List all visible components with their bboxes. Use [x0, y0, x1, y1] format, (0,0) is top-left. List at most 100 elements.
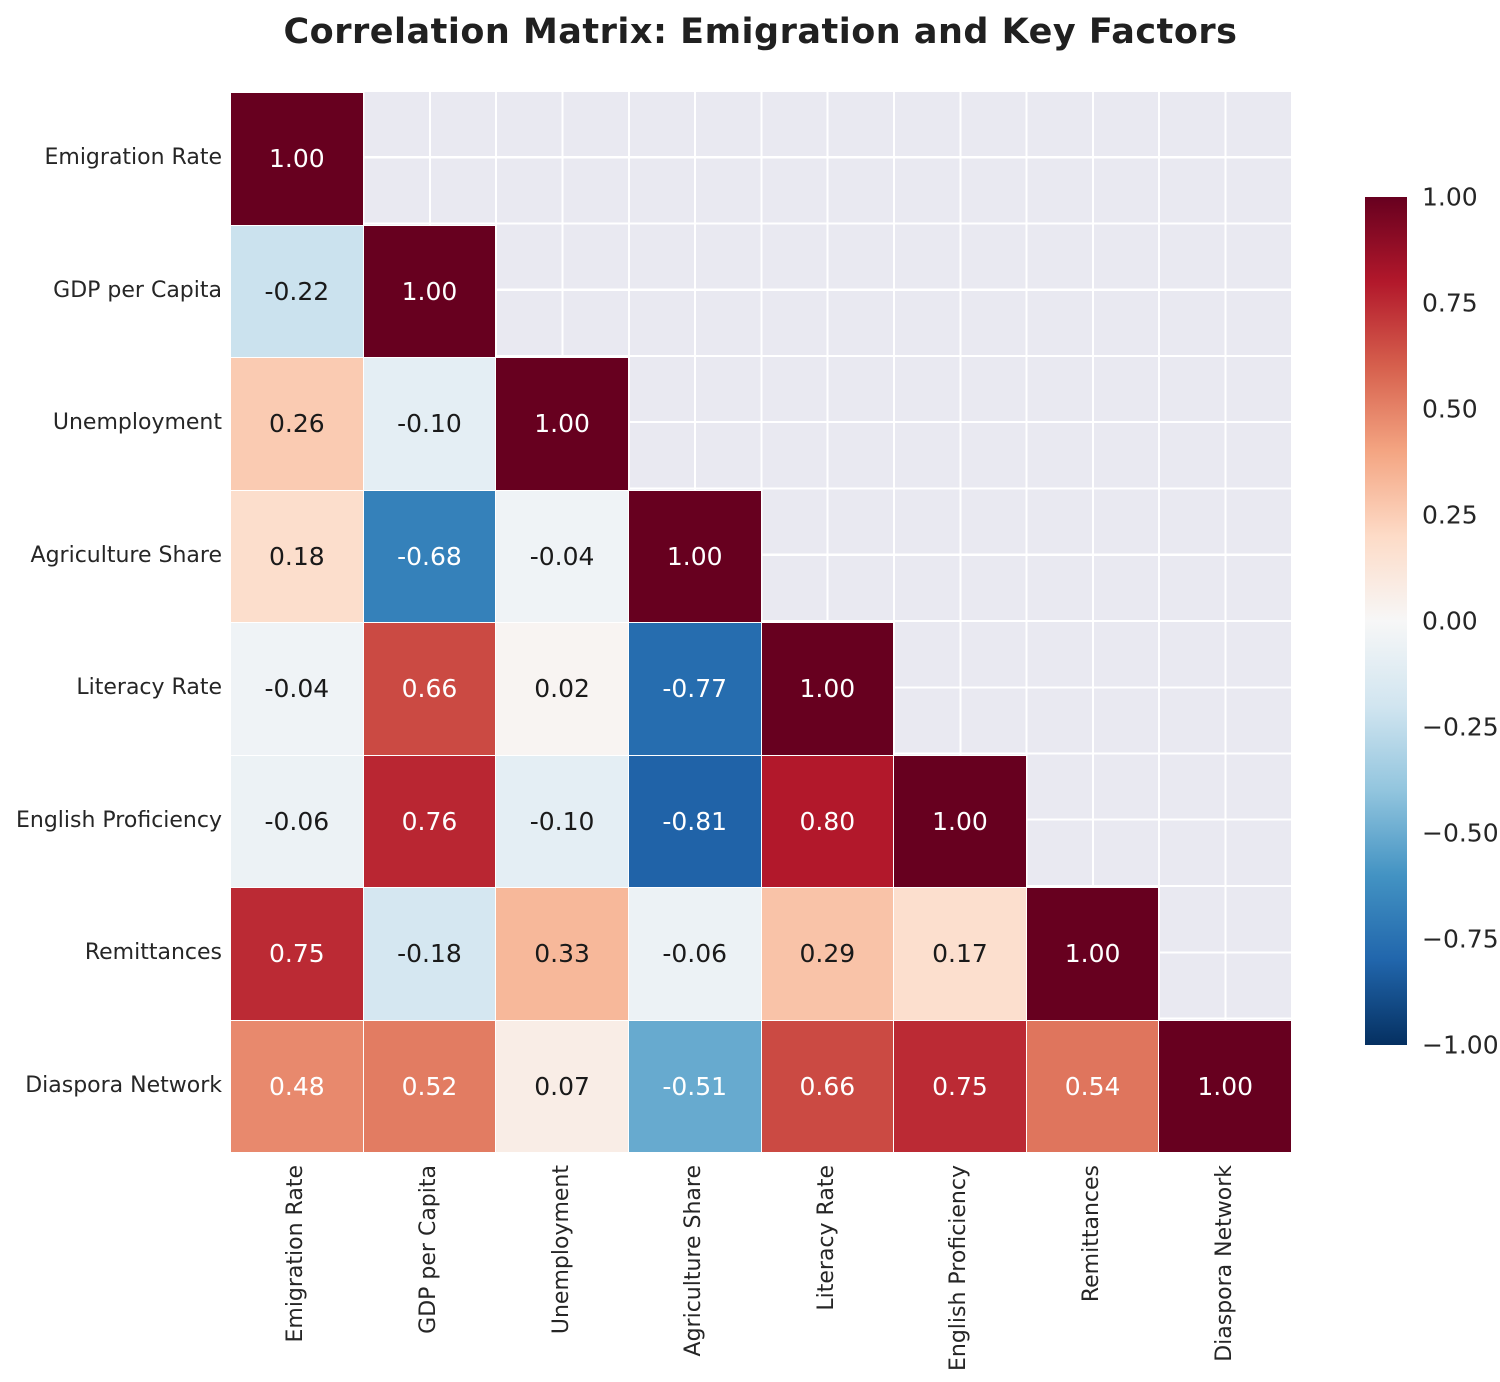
- cell-value: 0.80: [799, 806, 856, 836]
- matrix-cell: -0.77: [627, 622, 762, 756]
- cell-value: -0.04: [529, 541, 595, 571]
- cell-value: 1.00: [1197, 1071, 1254, 1101]
- matrix-cell: 0.33: [495, 887, 629, 1021]
- matrix-cell: 0.18: [230, 489, 364, 623]
- matrix-cell: -0.06: [230, 754, 364, 888]
- matrix-cell: 0.76: [362, 754, 497, 888]
- y-axis-label: Unemployment: [52, 410, 222, 436]
- cell-value: -0.18: [397, 939, 462, 969]
- cell-value: 1.00: [401, 276, 458, 306]
- y-axis-label: Remittances: [84, 940, 222, 966]
- matrix-cell: -0.10: [495, 754, 629, 888]
- y-axis-label: Diaspora Network: [25, 1072, 222, 1098]
- colorbar-tick-label: 0.00: [1422, 606, 1478, 636]
- matrix-cell: 0.66: [760, 1019, 895, 1153]
- matrix-cell: 0.29: [760, 887, 895, 1021]
- matrix-cell: 0.02: [495, 622, 629, 756]
- colorbar-tick-label: 1.00: [1422, 182, 1478, 212]
- cell-value: 1.00: [932, 806, 988, 836]
- matrix-cell: -0.22: [230, 224, 364, 358]
- y-axis-label: English Proficiency: [16, 807, 222, 833]
- matrix-cell: 1.00: [1025, 887, 1160, 1021]
- y-axis-label: GDP per Capita: [53, 277, 222, 303]
- matrix-cell: -0.06: [627, 887, 762, 1021]
- cell-value: -0.10: [529, 806, 595, 836]
- cell-value: 0.48: [268, 1071, 325, 1101]
- cell-value: -0.77: [662, 674, 728, 704]
- cell-value: 0.75: [268, 939, 325, 969]
- cell-value: 0.29: [799, 939, 856, 969]
- cell-value: 0.66: [401, 674, 458, 704]
- x-axis-label: Emigration Rate: [283, 1165, 309, 1343]
- cell-value: -0.51: [662, 1071, 728, 1101]
- matrix-cell: -0.81: [627, 754, 762, 888]
- matrix-cell: 1.00: [1158, 1019, 1292, 1153]
- cell-value: 0.07: [534, 1071, 590, 1101]
- cell-value: 0.54: [1064, 1071, 1121, 1101]
- matrix-cell: 1.00: [893, 754, 1027, 888]
- x-axis-label: Unemployment: [548, 1165, 574, 1335]
- heatmap-panel: 1.00 -0.22 1.00 0.26 -0.10 1.00 0.18 -0.68 -0.04…: [230, 92, 1292, 1153]
- matrix-cell: 0.80: [760, 754, 895, 888]
- x-axis-label: GDP per Capita: [415, 1165, 441, 1334]
- y-axis-label: Emigration Rate: [44, 145, 222, 171]
- matrix-cell: 0.75: [230, 887, 364, 1021]
- colorbar-tick-label: −0.50: [1422, 818, 1499, 848]
- cell-value: 1.00: [799, 674, 856, 704]
- cell-value: 0.33: [534, 939, 590, 969]
- matrix-cell: -0.04: [230, 622, 364, 756]
- cell-value: -0.81: [662, 806, 728, 836]
- cell-value: 1.00: [1064, 939, 1121, 969]
- matrix-cell: 1.00: [760, 622, 895, 756]
- cell-value: 0.17: [932, 939, 988, 969]
- x-axis-label: English Proficiency: [946, 1165, 972, 1371]
- matrix-cell: 0.52: [362, 1019, 497, 1153]
- x-axis-label: Remittances: [1079, 1165, 1105, 1303]
- matrix-cell: 0.66: [362, 622, 497, 756]
- cell-value: 0.18: [268, 541, 325, 571]
- matrix-cell: 0.75: [893, 1019, 1027, 1153]
- y-axis-label: Literacy Rate: [76, 675, 222, 701]
- cell-value: 0.66: [799, 1071, 856, 1101]
- matrix-cell: -0.18: [362, 887, 497, 1021]
- matrix-cell: 1.00: [230, 92, 364, 226]
- matrix-cell: 0.17: [893, 887, 1027, 1021]
- matrix-cell: 0.26: [230, 357, 364, 491]
- cell-value: 1.00: [666, 541, 723, 571]
- cell-value: 0.52: [401, 1071, 458, 1101]
- matrix-cell: 0.48: [230, 1019, 364, 1153]
- matrix-cell: -0.10: [362, 357, 497, 491]
- colorbar-tick-label: 0.25: [1422, 500, 1478, 530]
- chart-title: Correlation Matrix: Emigration and Key F…: [283, 12, 1238, 52]
- colorbar-tick-label: −0.75: [1422, 924, 1499, 954]
- cell-value: 0.26: [268, 409, 325, 439]
- x-axis-label: Literacy Rate: [813, 1165, 839, 1311]
- matrix-cell: -0.04: [495, 489, 629, 623]
- cell-value: -0.06: [264, 806, 330, 836]
- colorbar-tick-label: −0.25: [1422, 712, 1499, 742]
- cell-value: 1.00: [534, 409, 590, 439]
- cell-value: -0.10: [397, 409, 462, 439]
- colorbar: 1.00 0.75 0.50 0.25 0.00 −0.25 −0.50 −0.75 −1.00: [1365, 185, 1499, 1058]
- colorbar-tick-label: −1.00: [1422, 1030, 1499, 1060]
- cell-value: -0.22: [264, 276, 330, 306]
- matrix-cell: 1.00: [362, 224, 497, 358]
- cell-value: 0.02: [534, 674, 590, 704]
- colorbar-tick-label: 0.75: [1422, 288, 1478, 318]
- matrix-cell: 1.00: [627, 489, 762, 623]
- cell-value: 1.00: [268, 144, 325, 174]
- colorbar-gradient: [1365, 197, 1407, 1045]
- x-axis-label: Diaspora Network: [1211, 1165, 1237, 1362]
- colorbar-tick-label: 0.50: [1422, 394, 1478, 424]
- matrix-cell: 0.07: [495, 1019, 629, 1153]
- y-axis-label: Agriculture Share: [30, 542, 222, 568]
- cell-value: 0.75: [932, 1071, 988, 1101]
- matrix-cell: -0.51: [627, 1019, 762, 1153]
- matrix-cell: 0.54: [1025, 1019, 1160, 1153]
- x-axis-label: Agriculture Share: [681, 1165, 707, 1357]
- cell-value: -0.68: [397, 541, 462, 571]
- cell-value: -0.06: [662, 939, 728, 969]
- cell-value: -0.04: [264, 674, 330, 704]
- matrix-cell: 1.00: [495, 357, 629, 491]
- cell-value: 0.76: [401, 806, 458, 836]
